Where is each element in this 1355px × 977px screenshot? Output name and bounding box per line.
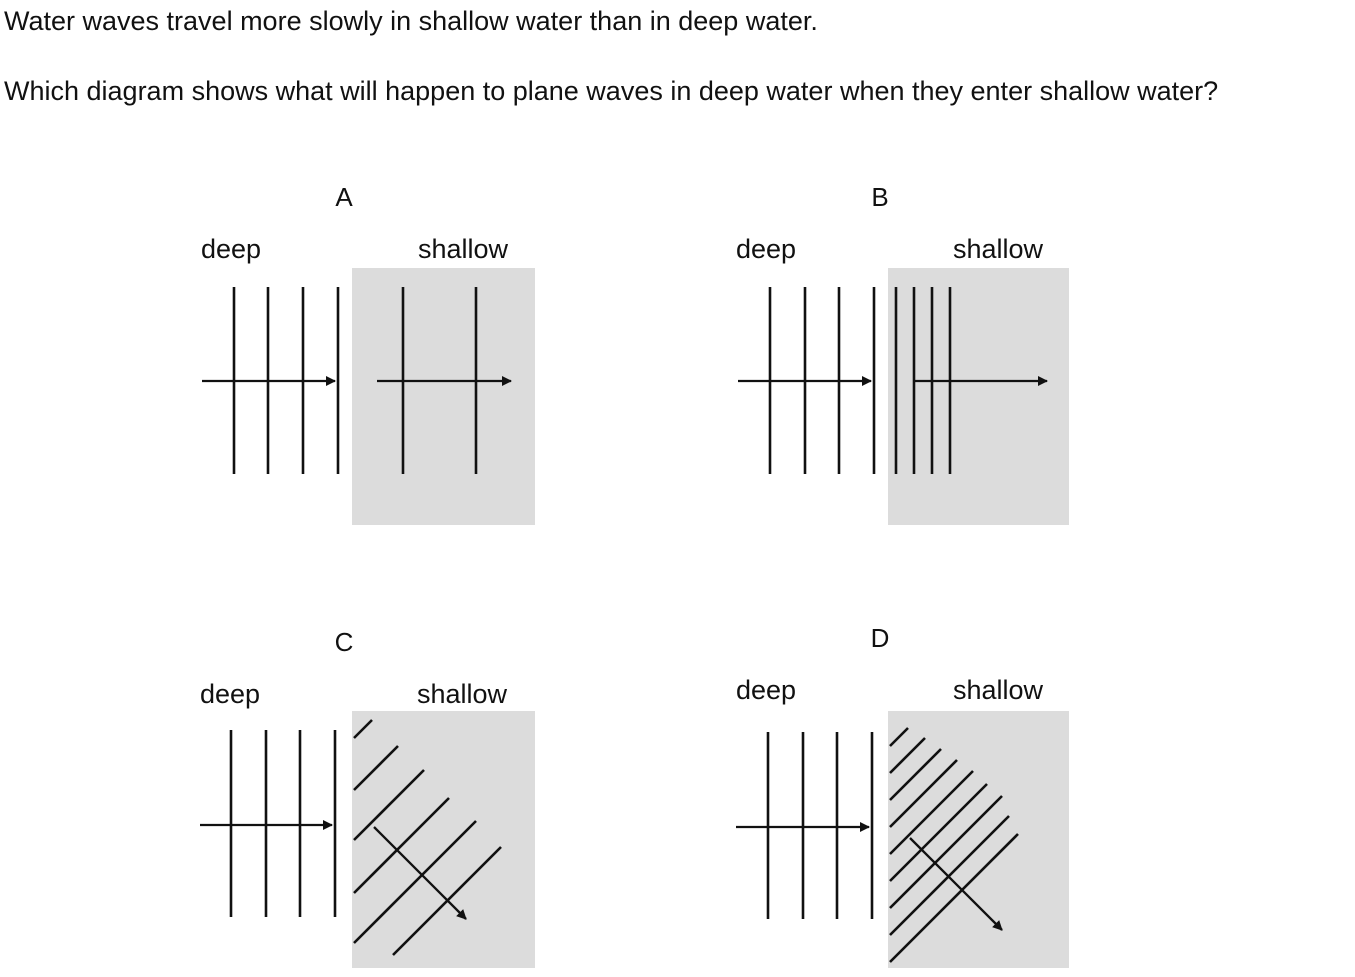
option-d-shallow-wavefront bbox=[889, 748, 942, 801]
option-a-shallow-region bbox=[352, 268, 535, 525]
option-b-diagram: B deep shallow bbox=[736, 182, 1069, 525]
option-d-deep-label: deep bbox=[736, 675, 796, 705]
option-d-shallow-wavefront bbox=[889, 737, 926, 774]
option-d-shallow-wavefront bbox=[889, 770, 974, 855]
option-c-label: C bbox=[335, 627, 354, 657]
option-a-shallow-label: shallow bbox=[418, 234, 509, 264]
option-a-deep-label: deep bbox=[201, 234, 261, 264]
option-c-shallow-wavefront bbox=[353, 745, 399, 791]
option-d-shallow-wavefront bbox=[889, 815, 1010, 936]
question-statement: Water waves travel more slowly in shallo… bbox=[4, 6, 818, 36]
option-a-label: A bbox=[335, 182, 353, 212]
option-c-shallow-wavefront bbox=[353, 719, 373, 739]
option-c-shallow-wavefront bbox=[353, 769, 425, 841]
option-b-shallow-label: shallow bbox=[953, 234, 1044, 264]
option-c-diagram: C deep shallow bbox=[200, 627, 535, 968]
option-c-shallow-arrow bbox=[373, 826, 467, 920]
option-b-deep-label: deep bbox=[736, 234, 796, 264]
option-c-deep-label: deep bbox=[200, 679, 260, 709]
option-c-shallow-label: shallow bbox=[417, 679, 508, 709]
option-c-shallow-region bbox=[352, 711, 535, 968]
option-d-shallow-wavefront bbox=[889, 727, 909, 747]
option-c-shallow-wavefront bbox=[353, 820, 477, 944]
option-d-shallow-wavefront bbox=[889, 759, 958, 828]
option-d-shallow-region bbox=[888, 711, 1069, 968]
option-d-shallow-arrow bbox=[909, 837, 1003, 931]
question-prompt: Which diagram shows what will happen to … bbox=[4, 76, 1219, 106]
option-d-label: D bbox=[871, 623, 890, 653]
option-d-shallow-wavefront bbox=[889, 833, 1019, 963]
option-c-shallow-wavefront bbox=[353, 797, 450, 894]
option-b-shallow-region bbox=[888, 268, 1069, 525]
option-d-shallow-wavefront bbox=[889, 795, 1003, 909]
option-d-shallow-label: shallow bbox=[953, 675, 1044, 705]
option-a-diagram: A deep shallow bbox=[201, 182, 535, 525]
option-d-shallow-wavefront bbox=[889, 783, 988, 882]
option-b-label: B bbox=[871, 182, 888, 212]
option-d-diagram: D deep shallow bbox=[736, 623, 1069, 968]
